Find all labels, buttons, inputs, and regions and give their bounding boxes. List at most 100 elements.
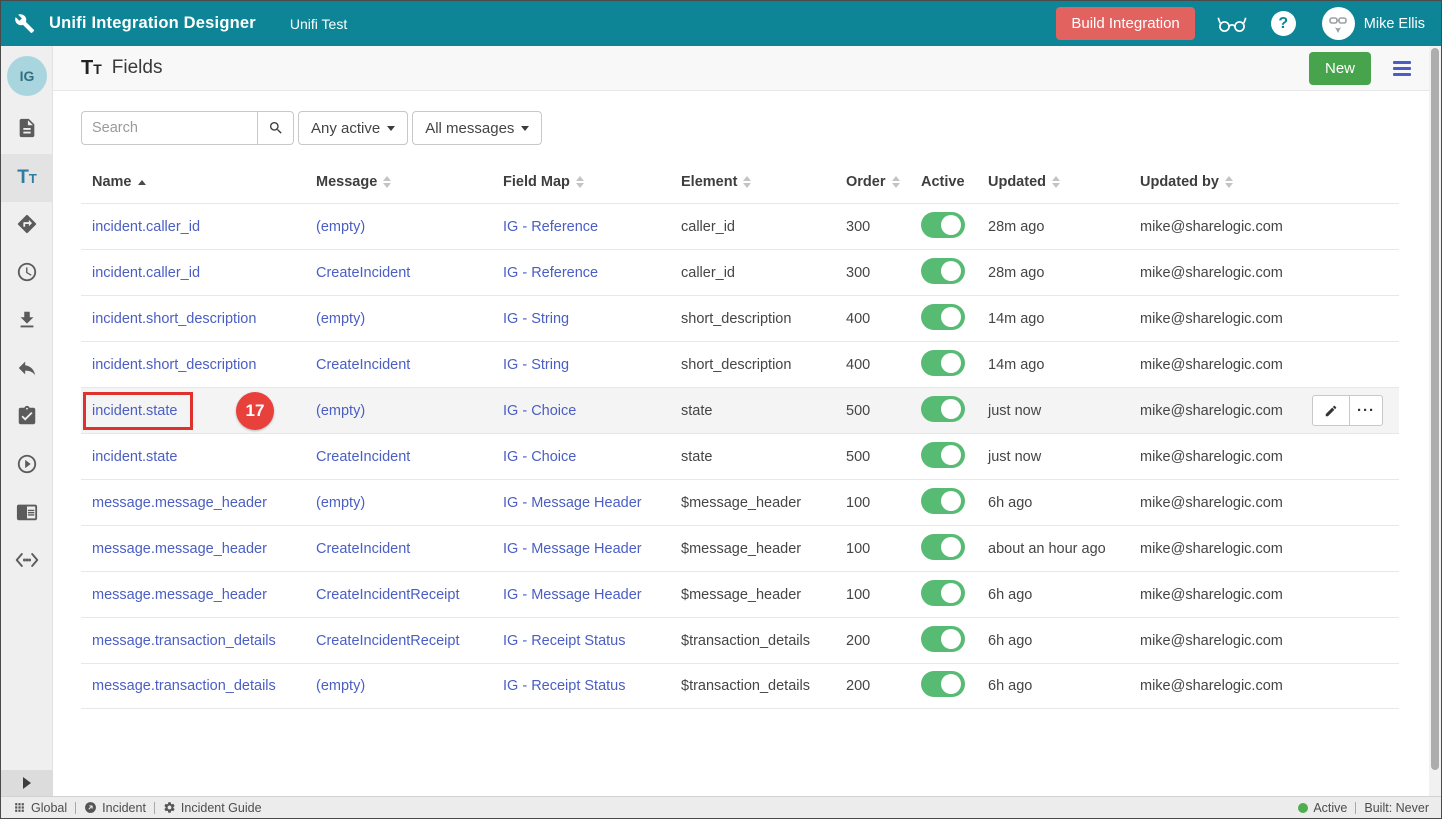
message-link[interactable]: CreateIncident (316, 448, 411, 465)
sidebar-item-directions[interactable] (1, 202, 53, 250)
table-row[interactable]: message.message_header CreateIncident IG… (81, 525, 1399, 571)
message-link[interactable]: CreateIncident (316, 540, 411, 557)
field-name-link[interactable]: incident.caller_id (92, 218, 201, 235)
message-link[interactable]: CreateIncident (316, 264, 411, 281)
table-header-row: Name Message Field Map Element Order Act… (81, 161, 1399, 203)
sidebar-item-document[interactable] (1, 106, 53, 154)
message-link[interactable]: (empty) (316, 678, 366, 694)
table-row-highlighted[interactable]: incident.state (empty) IG - Choice state… (81, 387, 1399, 433)
active-toggle[interactable] (921, 349, 965, 376)
column-header-message[interactable]: Message (305, 174, 492, 190)
active-toggle[interactable] (921, 395, 965, 422)
table-row[interactable]: message.transaction_details CreateIncide… (81, 617, 1399, 663)
active-toggle[interactable] (921, 671, 965, 697)
search-input[interactable] (81, 111, 258, 145)
more-actions-button[interactable]: ··· (1349, 395, 1383, 426)
table-row[interactable]: incident.state CreateIncident IG - Choic… (81, 433, 1399, 479)
sidebar-item-fields[interactable]: TT (1, 154, 53, 202)
message-link[interactable]: (empty) (316, 218, 366, 235)
field-name-link[interactable]: incident.state (92, 402, 178, 419)
column-header-order[interactable]: Order (835, 174, 910, 190)
edit-button[interactable] (1312, 395, 1350, 426)
scope-item[interactable]: Global (13, 801, 67, 815)
active-toggle[interactable] (921, 303, 965, 330)
active-toggle[interactable] (921, 211, 965, 238)
active-toggle[interactable] (921, 487, 965, 514)
field-name-link[interactable]: message.transaction_details (92, 678, 276, 694)
application-item[interactable]: Incident (84, 801, 146, 815)
preview-glasses-icon[interactable] (1217, 15, 1247, 33)
build-integration-button[interactable]: Build Integration (1056, 7, 1195, 40)
search-button[interactable] (257, 111, 294, 145)
sidebar-item-documentation[interactable] (1, 490, 53, 538)
message-link[interactable]: (empty) (316, 402, 366, 419)
download-icon (16, 309, 38, 336)
table-row[interactable]: incident.short_description (empty) IG - … (81, 295, 1399, 341)
table-row[interactable]: message.message_header (empty) IG - Mess… (81, 479, 1399, 525)
integration-name[interactable]: Unifi Test (289, 15, 348, 32)
table-row[interactable]: incident.caller_id CreateIncident IG - R… (81, 249, 1399, 295)
sidebar-item-code[interactable] (1, 538, 53, 586)
table-row[interactable]: incident.caller_id (empty) IG - Referenc… (81, 203, 1399, 249)
column-header-field-map[interactable]: Field Map (492, 174, 670, 190)
sidebar-item-run[interactable] (1, 442, 53, 490)
active-toggle[interactable] (921, 257, 965, 284)
field-name-link[interactable]: incident.state (92, 448, 178, 465)
table-row[interactable]: message.transaction_details (empty) IG -… (81, 663, 1399, 709)
field-map-link[interactable]: IG - Receipt Status (503, 678, 626, 694)
sidebar-expand-button[interactable] (1, 770, 53, 796)
sidebar-item-undo[interactable] (1, 346, 53, 394)
field-map-link[interactable]: IG - Reference (503, 218, 599, 235)
field-map-link[interactable]: IG - Choice (503, 402, 577, 419)
active-toggle[interactable] (921, 625, 965, 652)
sidebar-item-tasks[interactable] (1, 394, 53, 442)
column-header-name[interactable]: Name (81, 174, 305, 190)
active-toggle[interactable] (921, 533, 965, 560)
field-map-link[interactable]: IG - String (503, 310, 570, 327)
list-menu-icon[interactable] (1393, 60, 1411, 76)
vertical-scrollbar[interactable] (1429, 46, 1441, 796)
message-link[interactable]: (empty) (316, 494, 366, 511)
field-map-link[interactable]: IG - Receipt Status (503, 632, 626, 649)
updated-by-value: mike@sharelogic.com (1140, 540, 1283, 557)
field-name-link[interactable]: incident.caller_id (92, 264, 201, 281)
sort-icon (891, 176, 900, 188)
field-map-link[interactable]: IG - Choice (503, 448, 577, 465)
guide-item[interactable]: Incident Guide (163, 801, 262, 815)
table-row[interactable]: incident.short_description CreateInciden… (81, 341, 1399, 387)
integration-badge[interactable]: IG (1, 46, 53, 106)
new-button[interactable]: New (1308, 51, 1371, 85)
field-name-link[interactable]: incident.short_description (92, 356, 257, 373)
user-name[interactable]: Mike Ellis (1363, 15, 1425, 32)
column-header-element[interactable]: Element (670, 174, 835, 190)
message-filter-dropdown[interactable]: All messages (412, 111, 543, 145)
user-avatar[interactable] (1321, 7, 1355, 40)
play-circle-icon (16, 453, 38, 480)
column-header-updated[interactable]: Updated (977, 174, 1129, 190)
message-link[interactable]: (empty) (316, 310, 366, 327)
active-toggle[interactable] (921, 441, 965, 468)
sidebar-item-history[interactable] (1, 250, 53, 298)
sidebar-item-download[interactable] (1, 298, 53, 346)
scrollbar-thumb[interactable] (1431, 48, 1439, 770)
field-map-link[interactable]: IG - String (503, 356, 570, 373)
chevron-down-icon (387, 125, 396, 131)
field-map-link[interactable]: IG - Message Header (503, 540, 642, 557)
message-link[interactable]: CreateIncidentReceipt (316, 632, 460, 649)
field-name-link[interactable]: incident.short_description (92, 310, 257, 327)
field-name-link[interactable]: message.transaction_details (92, 632, 276, 649)
field-name-link[interactable]: message.message_header (92, 540, 267, 557)
message-link[interactable]: CreateIncident (316, 356, 411, 373)
field-map-link[interactable]: IG - Message Header (503, 586, 642, 603)
element-value: short_description (681, 356, 792, 373)
active-toggle[interactable] (921, 579, 965, 606)
field-map-link[interactable]: IG - Message Header (503, 494, 642, 511)
field-name-link[interactable]: message.message_header (92, 494, 267, 511)
field-name-link[interactable]: message.message_header (92, 586, 267, 603)
message-link[interactable]: CreateIncidentReceipt (316, 586, 460, 603)
column-header-updated-by[interactable]: Updated by (1129, 174, 1301, 190)
active-filter-dropdown[interactable]: Any active (298, 111, 409, 145)
table-row[interactable]: message.message_header CreateIncidentRec… (81, 571, 1399, 617)
help-icon[interactable]: ? (1270, 11, 1296, 36)
field-map-link[interactable]: IG - Reference (503, 264, 599, 281)
